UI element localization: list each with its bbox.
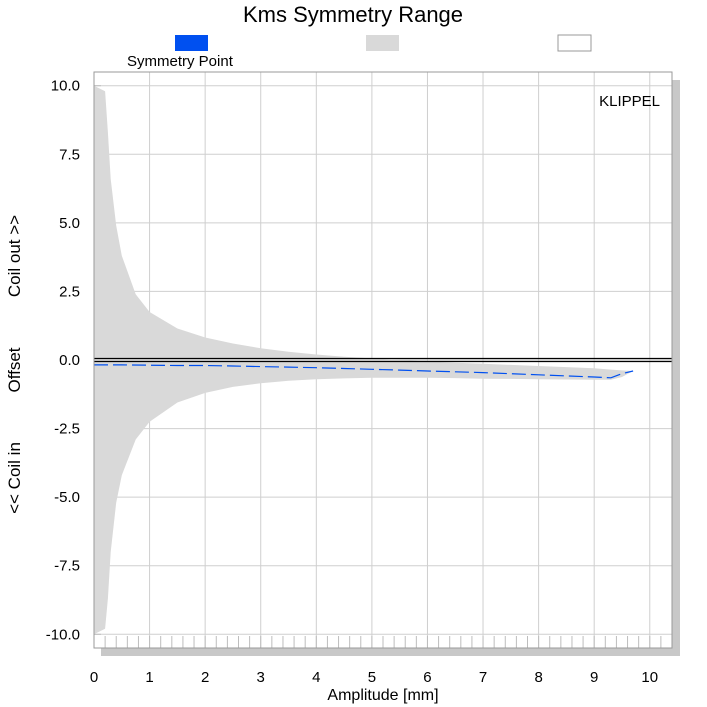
- y-tick-label: -7.5: [54, 558, 80, 575]
- y-axis-label-offset: Offset: [5, 347, 24, 392]
- watermark-klippel: KLIPPEL: [599, 93, 660, 110]
- x-tick-label: 7: [479, 669, 487, 686]
- x-tick-label: 2: [201, 669, 209, 686]
- y-tick-label: 5.0: [59, 215, 80, 232]
- x-axis-label: Amplitude [mm]: [327, 687, 438, 704]
- zero-line: [94, 357, 672, 363]
- x-tick-label: 4: [312, 669, 320, 686]
- x-tick-label: 10: [641, 669, 658, 686]
- x-tick-label: 9: [590, 669, 598, 686]
- legend-swatch-range: [366, 35, 399, 51]
- x-tick-label: 8: [534, 669, 542, 686]
- y-tick-label: -5.0: [54, 489, 80, 506]
- chart-title: Kms Symmetry Range: [243, 2, 463, 27]
- y-tick-label: 7.5: [59, 146, 80, 163]
- x-tick-label: 1: [145, 669, 153, 686]
- symmetry-point-series: [94, 364, 634, 379]
- y-tick-labels: 10.0 7.5 5.0 2.5 0.0 -2.5 -5.0 -7.5 -10.0: [46, 78, 80, 644]
- legend-label-symmetry-point: Symmetry Point: [127, 53, 234, 70]
- plot-border: [93, 71, 673, 649]
- y-tick-label: 0.0: [59, 352, 80, 369]
- symmetry-range-band: [94, 85, 634, 635]
- y-axis-label-coil-in: << Coil in: [5, 442, 24, 514]
- y-tick-label: -10.0: [46, 626, 80, 643]
- y-tick-label: -2.5: [54, 421, 80, 438]
- symmetry-range-area: [94, 85, 634, 635]
- y-tick-label: 10.0: [51, 78, 80, 95]
- y-tick-label: 2.5: [59, 283, 80, 300]
- legend-swatch-symmetry-point: [175, 35, 208, 51]
- y-axis-label-coil-out: Coil out >>: [5, 215, 24, 297]
- x-tick-label: 0: [90, 669, 98, 686]
- x-tick-label: 6: [423, 669, 431, 686]
- x-tick-label: 3: [257, 669, 265, 686]
- x-tick-label: 5: [368, 669, 376, 686]
- legend-swatch-blank: [557, 34, 592, 52]
- grid: [93, 72, 672, 648]
- x-tick-labels: 0 1 2 3 4 5 6 7 8 9 10: [90, 669, 658, 686]
- symmetry-point-line: [94, 364, 634, 379]
